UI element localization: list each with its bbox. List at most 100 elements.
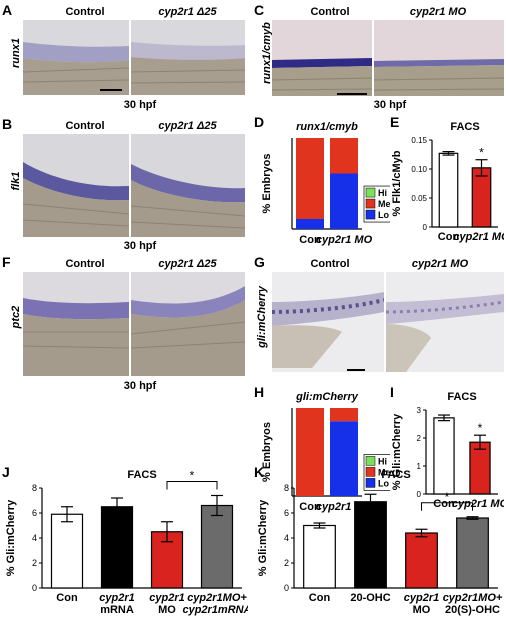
y-tick-label: 8	[284, 483, 289, 493]
panel-label-H: H	[254, 384, 265, 400]
significance-marker: *	[479, 146, 484, 160]
panel-A-stage-label: 30 hpf	[123, 99, 157, 111]
panel-G-gene-label: gli:mCherry	[256, 286, 268, 348]
panel-B-stage-label: 30 hpf	[123, 240, 157, 252]
y-axis-label: % Embryos	[261, 422, 273, 482]
y-tick-label: 1	[417, 462, 422, 471]
x-tick-label: cyp2r1	[404, 592, 439, 604]
stacked-bar-segment	[330, 173, 358, 229]
panel-C-scale-bar	[337, 93, 367, 95]
panel-label-E: E	[390, 114, 400, 130]
significance-marker: *	[445, 490, 450, 504]
bar	[303, 524, 336, 589]
panel-A-control-image	[23, 20, 129, 95]
chart-title: FACS	[447, 391, 476, 403]
panel-C-control-image	[272, 20, 372, 96]
y-tick-label: 4	[32, 533, 37, 543]
y-tick-label: 3	[417, 406, 422, 415]
y-tick-label: 4	[284, 533, 289, 543]
panel-F-mutant-image	[131, 272, 245, 376]
y-axis-label: % Gli:mCherry	[5, 499, 17, 576]
bar	[200, 504, 234, 589]
stacked-bar-segment	[296, 218, 324, 229]
legend-label: Lo	[378, 478, 389, 488]
panel-label-F: F	[2, 254, 11, 270]
legend-swatch	[365, 187, 376, 198]
bar	[405, 532, 438, 589]
significance-bracket	[421, 502, 473, 511]
legend-label: Hi	[378, 188, 387, 198]
panel-label-I: I	[390, 384, 394, 400]
legend-label: Med	[378, 467, 390, 477]
x-tick-label: Con	[438, 231, 460, 243]
chart-K: FACS % Gli:mCherry 0 2 4 6 8 Con 20-OHC cyp2r1MO c…	[257, 469, 503, 616]
legend-box	[363, 454, 390, 491]
x-tick-label: cyp2r1MO+	[187, 592, 247, 604]
panel-F-right-title: cyp2r1 Δ25	[158, 258, 217, 270]
y-tick-label: 0.15	[411, 136, 427, 145]
legend-swatch	[365, 478, 376, 488]
panel-C-morphant-image	[374, 20, 504, 96]
chart-title: FACS	[381, 469, 410, 481]
bar	[456, 517, 489, 589]
x-tick-label: cyp2r1 MO	[452, 498, 504, 510]
panel-F-control-image	[23, 272, 129, 376]
y-tick-label: 2	[417, 434, 422, 443]
chart-title: FACS	[450, 121, 479, 133]
legend-label: Hi	[378, 456, 387, 466]
panel-label-G: G	[254, 254, 265, 270]
legend-box	[363, 185, 390, 223]
panel-G-morphant-image	[386, 272, 504, 372]
panel-G-scale-bar	[347, 369, 365, 371]
panel-B-left-title: Control	[65, 120, 105, 132]
y-axis-label: % Flk1/cMyb	[391, 150, 403, 216]
y-tick-label: 0.05	[411, 194, 427, 203]
panel-C-right-title: cyp2r1 MO	[409, 6, 467, 18]
x-tick-label: Con	[299, 234, 321, 246]
stacked-bar-segment	[330, 408, 358, 422]
panel-label-D: D	[254, 114, 265, 130]
legend-label: Med	[378, 199, 390, 209]
legend-swatch	[365, 198, 376, 209]
panel-label-A: A	[2, 2, 13, 18]
stacked-bar-segment	[330, 421, 358, 496]
x-tick-label: MO	[413, 604, 431, 616]
legend-swatch	[365, 209, 376, 220]
chart-title: runx1/cmyb	[296, 121, 358, 133]
panel-F-stage-label: 30 hpf	[123, 380, 157, 392]
panel-A-right-title: cyp2r1 Δ25	[158, 6, 217, 18]
legend-label: Lo	[378, 210, 389, 220]
x-tick-label: cyp2r1MO+	[443, 592, 503, 604]
x-tick-label: Con	[433, 498, 455, 510]
panel-label-B: B	[2, 116, 13, 132]
significance-bracket	[166, 481, 218, 490]
panel-F-left-title: Control	[65, 258, 105, 270]
x-tick-label: cyp2r1	[99, 592, 134, 604]
panel-B-right-title: cyp2r1 Δ25	[158, 120, 217, 132]
stacked-bar-segment	[296, 408, 324, 496]
panel-G-right-title: cyp2r1 MO	[411, 258, 469, 270]
stacked-bar-segment	[296, 138, 324, 219]
chart-title: FACS	[127, 469, 156, 481]
panel-C-stage-label: 30 hpf	[373, 99, 407, 111]
x-tick-label: cyp2r1 MO	[453, 231, 504, 243]
y-axis-label: % Gli:mCherry	[391, 413, 403, 490]
panel-G-left-title: Control	[310, 258, 350, 270]
panel-B-control-image	[23, 134, 129, 237]
panel-B-mutant-image	[131, 134, 245, 237]
panel-label-K: K	[254, 464, 265, 480]
panel-G-control-image	[272, 272, 384, 372]
y-tick-label: 8	[32, 483, 37, 493]
x-tick-label: cyp2r1mRNA	[182, 604, 248, 616]
y-tick-label: 2	[32, 558, 37, 568]
bar	[100, 506, 134, 589]
panel-A-scale-bar	[100, 89, 122, 91]
x-tick-label: Con	[309, 592, 331, 604]
panel-A-mutant-image	[131, 20, 245, 95]
x-tick-label: cyp2r1	[149, 592, 184, 604]
y-tick-label: 2	[284, 558, 289, 568]
